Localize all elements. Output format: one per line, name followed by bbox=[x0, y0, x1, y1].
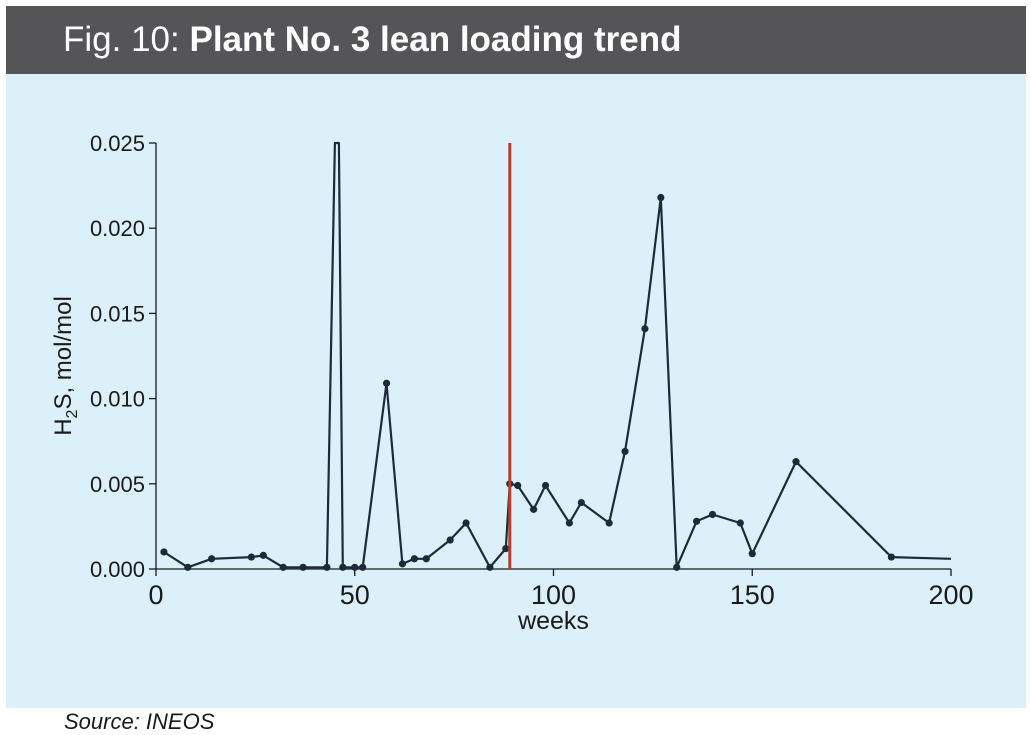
data-point bbox=[541, 481, 550, 490]
x-tick-label: 200 bbox=[928, 580, 973, 610]
x-tick-label: 150 bbox=[730, 580, 775, 610]
y-tick-label: 0.025 bbox=[90, 131, 145, 156]
data-point bbox=[887, 553, 895, 561]
y-tick-label: 0.000 bbox=[90, 557, 145, 582]
y-axis-label: H2S, mol/mol bbox=[50, 296, 81, 436]
x-tick-label: 50 bbox=[340, 580, 370, 610]
data-point bbox=[247, 553, 255, 561]
data-point bbox=[446, 536, 454, 544]
data-point bbox=[605, 519, 613, 527]
line-chart: 0.000 0.005 0.010 0.015 0.020 0.025 0 50 100 150 2… bbox=[50, 131, 974, 635]
data-point bbox=[184, 563, 192, 571]
data-point bbox=[502, 544, 510, 553]
series-line bbox=[163, 141, 952, 569]
data-point bbox=[621, 447, 629, 456]
data-point bbox=[160, 548, 168, 556]
data-point bbox=[462, 519, 470, 527]
data-point bbox=[657, 193, 665, 202]
data-point bbox=[748, 550, 756, 558]
data-point bbox=[708, 510, 717, 519]
x-tick-label: 0 bbox=[148, 580, 163, 610]
data-point bbox=[514, 481, 522, 490]
data-point bbox=[279, 563, 287, 571]
data-point bbox=[422, 555, 430, 563]
data-point bbox=[641, 325, 649, 333]
y-tick-label: 0.010 bbox=[90, 387, 145, 412]
data-point bbox=[299, 563, 307, 571]
data-point bbox=[565, 519, 574, 527]
x-tick-label: 100 bbox=[531, 580, 576, 610]
data-point bbox=[259, 551, 267, 559]
figure-header: Fig. 10: Plant No. 3 lean loading trend bbox=[6, 6, 1026, 74]
x-axis-label: weeks bbox=[517, 607, 589, 635]
chart-panel: 0.000 0.005 0.010 0.015 0.020 0.025 0 50 100 150 2… bbox=[6, 74, 1026, 734]
data-point bbox=[577, 498, 585, 507]
figure-title-text: Plant No. 3 lean loading trend bbox=[189, 20, 682, 59]
data-point bbox=[673, 563, 681, 571]
y-tick-label: 0.020 bbox=[90, 216, 145, 241]
data-point bbox=[351, 563, 359, 571]
data-point bbox=[486, 563, 494, 571]
data-point bbox=[398, 560, 407, 568]
source-note: Source: INEOS bbox=[64, 709, 215, 734]
data-point bbox=[693, 517, 701, 525]
data-point bbox=[736, 519, 744, 527]
data-point bbox=[382, 379, 391, 387]
data-point bbox=[208, 555, 216, 563]
y-tick-label: 0.005 bbox=[90, 472, 145, 497]
data-point bbox=[530, 505, 538, 513]
data-point bbox=[323, 563, 331, 571]
data-point bbox=[339, 563, 347, 571]
data-point bbox=[359, 563, 367, 571]
figure-title: Fig. 10: Plant No. 3 lean loading trend bbox=[63, 20, 681, 60]
data-point bbox=[792, 458, 800, 466]
figure-number: Fig. 10: bbox=[63, 20, 180, 59]
data-point bbox=[410, 555, 418, 563]
y-tick-label: 0.015 bbox=[90, 301, 145, 326]
